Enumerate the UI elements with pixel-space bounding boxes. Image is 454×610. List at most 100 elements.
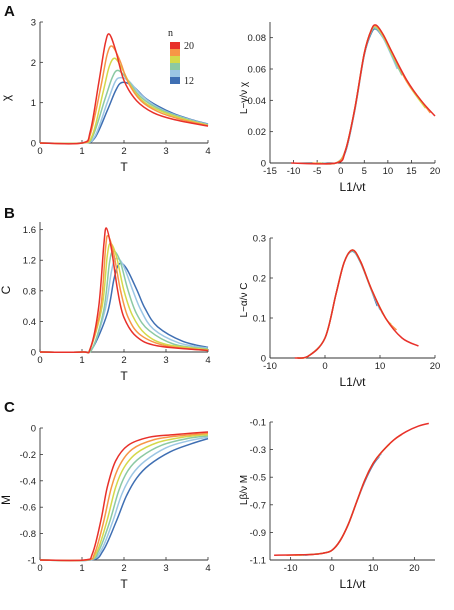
x-tick-label: 0 — [329, 563, 334, 574]
series-line — [312, 24, 431, 165]
y-tick-label: 1.2 — [23, 256, 36, 267]
plot-m-scaled: -10 0 10 20 -1.1 -0.9 -0.7 -0.5 -0.3 -0.1 L1/νt Lβ/… — [239, 418, 435, 591]
x-tick-label: 15 — [406, 166, 417, 177]
series-line — [39, 435, 209, 562]
panel-label-a: A — [4, 3, 15, 20]
y-tick-label: -1 — [28, 556, 36, 567]
x-tick-label: 4 — [205, 563, 210, 574]
series-line — [39, 436, 209, 562]
x-axis-label: T — [120, 160, 128, 174]
plot-m-vs-t: 0 1 2 3 4 -1 -0.8 -0.6 -0.4 -0.2 0 T M — [0, 424, 211, 592]
x-tick-label: 1 — [79, 355, 84, 366]
y-tick-label: 0.2 — [253, 274, 266, 285]
series-line — [39, 81, 209, 145]
y-tick-label: -0.5 — [250, 473, 266, 484]
series-line — [286, 433, 403, 556]
panel-label-c: C — [4, 399, 15, 416]
y-tick-label: 1.6 — [23, 225, 36, 236]
x-tick-label: 20 — [430, 166, 441, 177]
x-tick-label: -10 — [284, 563, 298, 574]
legend-min-label: 12 — [184, 76, 194, 87]
y-tick-label: 3 — [31, 18, 36, 29]
y-tick-label: 0.08 — [248, 33, 267, 44]
x-tick-label: -15 — [263, 166, 277, 177]
y-tick-label: 0 — [31, 139, 36, 150]
x-axis-label: T — [120, 577, 128, 591]
y-tick-label: 0.1 — [253, 314, 266, 325]
y-axis-label: L−γ/ν χ — [239, 81, 250, 114]
legend-swatch — [170, 77, 180, 84]
x-tick-label: 5 — [362, 166, 367, 177]
x-axis-label: L1/νt — [339, 180, 366, 194]
x-tick-label: 10 — [368, 563, 379, 574]
y-tick-label: 0.4 — [23, 317, 36, 328]
series-line — [297, 250, 378, 359]
x-axis-label: L1/νt — [339, 577, 366, 591]
plot-c-vs-t: 0 1 2 3 4 0 0.4 0.8 1.2 1.6 T C — [0, 222, 211, 383]
x-tick-label: 1 — [79, 146, 84, 157]
y-tick-label: 0.04 — [248, 96, 267, 107]
series-line — [321, 27, 389, 165]
y-tick-label: 0 — [31, 348, 36, 359]
y-tick-label: -0.9 — [250, 528, 266, 539]
y-tick-label: 0 — [31, 424, 36, 435]
x-tick-label: 0 — [37, 355, 42, 366]
x-tick-label: -10 — [263, 361, 277, 372]
y-tick-label: 2 — [31, 58, 36, 69]
y-tick-label: -0.1 — [250, 418, 266, 429]
y-axis-label: Lβ/ν M — [239, 475, 250, 505]
y-axis-label: L−α/ν C — [239, 283, 250, 318]
x-tick-label: 3 — [163, 563, 168, 574]
x-tick-label: 10 — [383, 166, 394, 177]
series-line — [294, 249, 419, 359]
y-tick-label: 0.8 — [23, 286, 36, 297]
x-tick-label: 0 — [37, 146, 42, 157]
x-tick-label: 0 — [322, 361, 327, 372]
series-line — [39, 431, 209, 562]
series-line — [39, 234, 209, 354]
series-line — [39, 437, 209, 562]
x-tick-label: 4 — [205, 146, 210, 157]
series-line — [297, 250, 384, 359]
x-tick-label: 2 — [121, 563, 126, 574]
x-tick-label: -5 — [313, 166, 321, 177]
legend: n 20 12 — [168, 28, 194, 87]
x-tick-label: 1 — [79, 563, 84, 574]
x-axis-label: T — [120, 369, 128, 383]
y-axis-label: χ — [0, 94, 13, 101]
y-tick-label: 0.06 — [248, 65, 267, 76]
series-line — [39, 33, 209, 145]
x-tick-label: 20 — [430, 361, 441, 372]
x-tick-label: 2 — [121, 355, 126, 366]
legend-swatch — [170, 56, 180, 63]
series-line — [39, 433, 209, 562]
series-line — [274, 422, 429, 556]
y-tick-label: 0.3 — [253, 234, 266, 245]
legend-swatch — [170, 42, 180, 49]
series-line — [291, 24, 436, 165]
x-tick-label: 10 — [375, 361, 386, 372]
legend-swatch — [170, 70, 180, 77]
x-tick-label: 3 — [163, 146, 168, 157]
y-tick-label: -0.8 — [20, 529, 36, 540]
plot-chi-scaled: -15 -10 -5 0 5 10 15 20 0 0.02 0.04 0.06 0.08 L1/νt L−… — [239, 22, 440, 194]
legend-max-label: 20 — [184, 41, 194, 52]
panel-label-b: B — [4, 205, 15, 222]
y-tick-label: 0.02 — [248, 127, 267, 138]
x-tick-label: 2 — [121, 146, 126, 157]
series-line — [317, 25, 427, 165]
x-tick-label: -10 — [287, 166, 301, 177]
y-tick-label: -1.1 — [250, 556, 266, 567]
y-tick-label: -0.6 — [20, 503, 36, 514]
series-line — [39, 432, 209, 562]
series-line — [39, 76, 209, 145]
y-tick-label: 0 — [261, 159, 266, 170]
series-line — [39, 227, 209, 354]
series-line — [297, 250, 381, 359]
series-line — [297, 249, 398, 359]
y-tick-label: 0 — [261, 354, 266, 365]
y-tick-label: -0.4 — [20, 476, 36, 487]
